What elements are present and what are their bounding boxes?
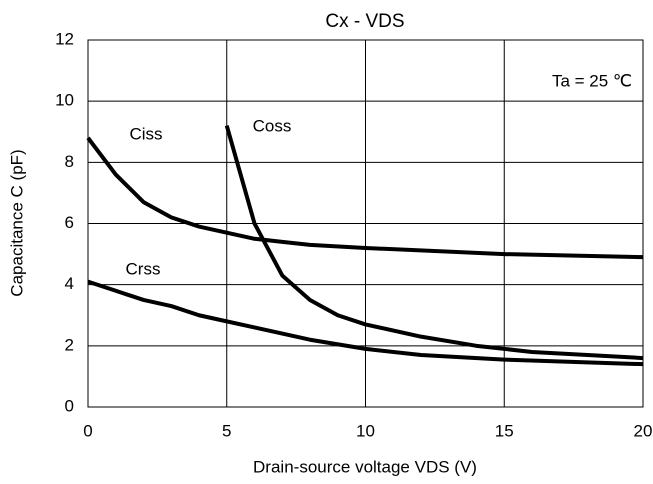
y-tick-label: 0	[65, 396, 74, 415]
series-line	[87, 279, 644, 367]
y-axis-label: Capacitance C (pF)	[7, 149, 26, 296]
series-line	[86, 136, 644, 260]
y-tick-label: 4	[65, 274, 74, 293]
series-label: Crss	[126, 259, 161, 278]
y-tick-label: 12	[55, 29, 74, 48]
x-tick-label: 0	[83, 421, 92, 440]
annotation: Ta = 25 ℃	[552, 71, 632, 90]
x-tick-label: 20	[634, 421, 653, 440]
series-label: Coss	[253, 116, 292, 135]
x-tick-label: 10	[356, 421, 375, 440]
y-tick-label: 6	[65, 213, 74, 232]
series-line	[224, 125, 644, 361]
chart-title: Cx - VDS	[325, 11, 404, 32]
x-axis-label: Drain-source voltage VDS (V)	[253, 457, 477, 476]
x-tick-label: 5	[222, 421, 231, 440]
y-tick-label: 8	[65, 152, 74, 171]
y-tick-label: 2	[65, 335, 74, 354]
series-label: Ciss	[129, 124, 162, 143]
x-tick-label: 15	[495, 421, 514, 440]
plot-frame	[87, 39, 644, 408]
y-tick-label: 10	[55, 91, 74, 110]
